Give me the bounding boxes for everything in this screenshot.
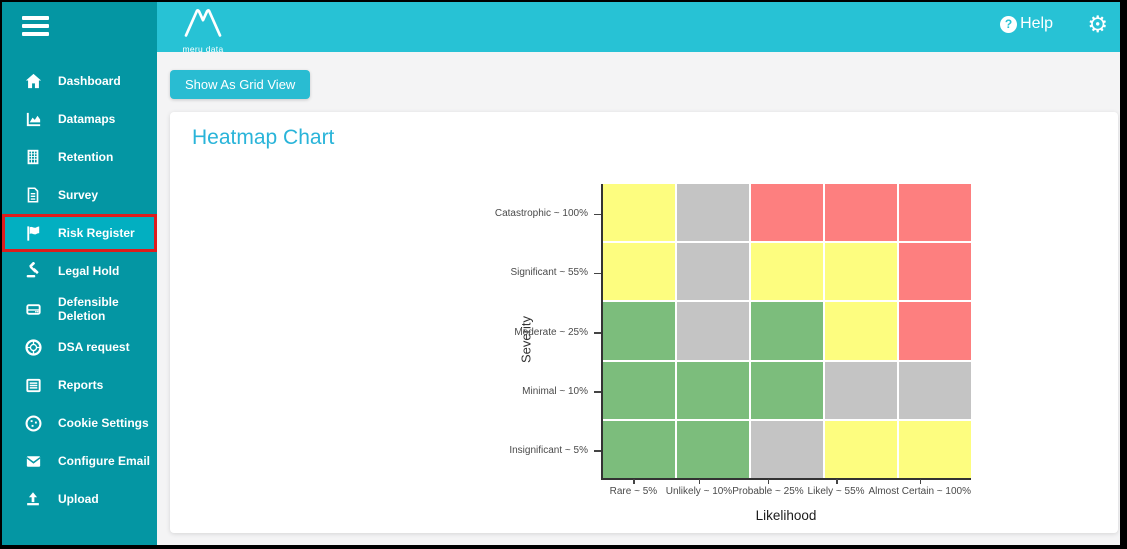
x-axis-tick-label: Almost Certain ~ 100% (868, 479, 971, 497)
document-icon (22, 185, 44, 205)
question-circle-icon: ? (1000, 15, 1018, 33)
sidebar-item-label: Risk Register (58, 226, 135, 240)
sidebar-item-legal-hold[interactable]: Legal Hold (2, 252, 157, 290)
heatmap-cell (751, 361, 823, 419)
heatmap-cell (825, 361, 897, 419)
sidebar-item-dashboard[interactable]: Dashboard (2, 62, 157, 100)
gear-icon[interactable]: ⚙ (1087, 12, 1108, 38)
sidebar-item-label: Reports (58, 378, 104, 392)
sidebar: Dashboard Datamaps Retention Survey (2, 2, 157, 545)
sidebar-item-label: Legal Hold (58, 264, 120, 278)
heatmap-cell (603, 184, 675, 242)
sidebar-item-survey[interactable]: Survey (2, 176, 157, 214)
x-axis-tick-label: Likely ~ 55% (804, 479, 869, 497)
sidebar-item-label: Datamaps (58, 112, 116, 126)
heatmap-cell (899, 243, 971, 301)
sidebar-item-defensible-deletion[interactable]: Defensible Deletion (2, 290, 157, 328)
report-list-icon (22, 375, 44, 395)
x-axis-tick-label: Unlikely ~ 10% (665, 479, 733, 497)
sidebar-item-label: Dashboard (58, 74, 121, 88)
top-header: meru data ? Help ⚙ (157, 2, 1120, 54)
y-axis-tick-label: Moderate ~ 25% (461, 302, 601, 361)
y-axis-tick-label: Catastrophic ~ 100% (461, 184, 601, 243)
heatmap-cell (751, 184, 823, 242)
meru-data-logo: meru data (175, 5, 231, 54)
heatmap-cell (603, 361, 675, 419)
gavel-icon (22, 261, 44, 281)
heatmap-card: Heatmap Chart Severity Catastrophic ~ 10… (170, 112, 1118, 533)
sidebar-item-risk-register[interactable]: Risk Register (2, 214, 157, 252)
sidebar-item-label: Defensible Deletion (58, 295, 119, 323)
drive-icon (22, 299, 44, 319)
y-axis-tick-label: Insignificant ~ 5% (461, 421, 601, 480)
sidebar-item-label: Cookie Settings (58, 416, 149, 430)
area-chart-icon (22, 109, 44, 129)
heatmap-cell (825, 302, 897, 360)
life-ring-icon (22, 337, 44, 357)
y-axis-tick-label: Significant ~ 55% (461, 243, 601, 302)
heatmap-cell (751, 302, 823, 360)
heatmap-cell (825, 184, 897, 242)
heatmap-cell (677, 302, 749, 360)
flag-icon (22, 223, 44, 243)
sidebar-item-datamaps[interactable]: Datamaps (2, 100, 157, 138)
sidebar-item-upload[interactable]: Upload (2, 480, 157, 518)
hamburger-menu-icon[interactable] (22, 16, 49, 36)
heatmap-cell (603, 243, 675, 301)
heatmap-cell (825, 243, 897, 301)
heatmap-cell (677, 420, 749, 478)
heatmap-cell (899, 361, 971, 419)
heatmap-cell (899, 420, 971, 478)
heatmap-cell (751, 243, 823, 301)
heatmap-cell (899, 302, 971, 360)
heatmap-cell (751, 420, 823, 478)
help-button[interactable]: ? Help (1000, 15, 1053, 33)
heatmap-cell (603, 302, 675, 360)
sidebar-item-label: Configure Email (58, 454, 151, 468)
sidebar-menu: Dashboard Datamaps Retention Survey (2, 62, 157, 518)
heatmap-cell (899, 184, 971, 242)
x-axis-tick-label: Rare ~ 5% (601, 479, 666, 497)
y-axis-tick-label: Minimal ~ 10% (461, 362, 601, 421)
x-axis-tick-label: Probable ~ 25% (732, 479, 804, 497)
show-as-grid-view-button[interactable]: Show As Grid View (170, 70, 311, 99)
home-icon (22, 71, 44, 91)
building-icon (22, 147, 44, 167)
heatmap-cell (603, 420, 675, 478)
sidebar-item-cookie-settings[interactable]: Cookie Settings (2, 404, 157, 442)
heatmap-cell (825, 420, 897, 478)
page-title: Heatmap Chart (192, 126, 335, 149)
logo-text: meru data (182, 44, 224, 54)
cookie-icon (22, 413, 44, 433)
x-axis-title: Likelihood (755, 508, 817, 523)
sidebar-item-label: Retention (58, 150, 114, 164)
sidebar-item-label: DSA request (58, 340, 130, 354)
heatmap-cell (677, 243, 749, 301)
help-label: Help (1020, 15, 1053, 32)
sidebar-item-configure-email[interactable]: Configure Email (2, 442, 157, 480)
sidebar-item-label: Upload (58, 492, 99, 506)
sidebar-item-label: Survey (58, 188, 99, 202)
heatmap-grid (601, 184, 971, 480)
mountain-logo-icon (184, 9, 222, 37)
main-content: Show As Grid View Heatmap Chart Severity… (157, 52, 1120, 545)
x-axis-labels: Rare ~ 5% Unlikely ~ 10% Probable ~ 25% Lik… (601, 479, 971, 497)
sidebar-item-dsa-request[interactable]: DSA request (2, 328, 157, 366)
heatmap-cell (677, 361, 749, 419)
upload-icon (22, 489, 44, 509)
y-axis-labels: Catastrophic ~ 100% Significant ~ 55% Mode… (461, 184, 601, 480)
sidebar-item-retention[interactable]: Retention (2, 138, 157, 176)
heatmap-cell (677, 184, 749, 242)
envelope-icon (22, 451, 44, 471)
sidebar-item-reports[interactable]: Reports (2, 366, 157, 404)
